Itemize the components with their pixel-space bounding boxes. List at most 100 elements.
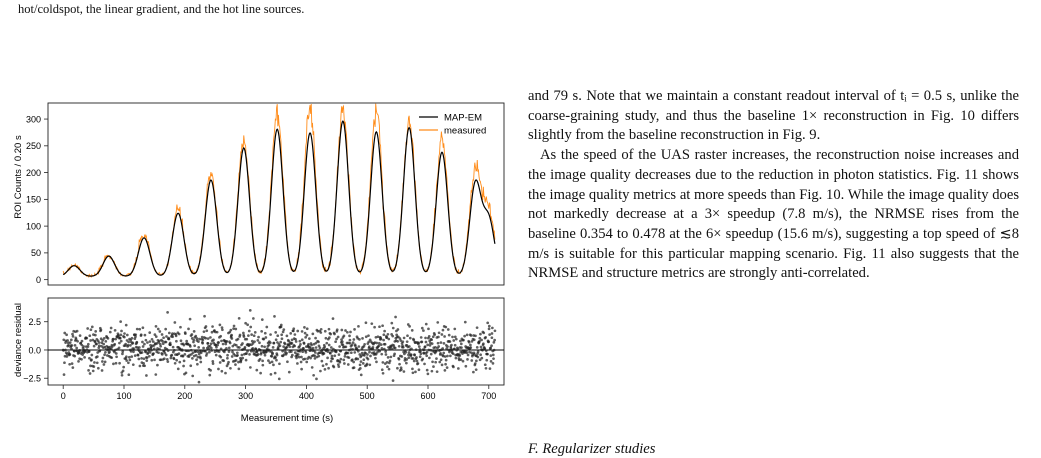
residual-point — [126, 343, 130, 347]
residual-point — [82, 345, 85, 348]
residual-point — [208, 344, 212, 348]
residual-point — [230, 355, 234, 358]
residual-point — [260, 344, 264, 348]
residual-point — [102, 337, 106, 340]
residual-point — [143, 342, 146, 346]
residual-point — [136, 353, 140, 357]
residual-point — [164, 353, 168, 357]
residual-point — [90, 325, 94, 329]
residual-point — [412, 359, 416, 363]
residual-point — [208, 373, 212, 377]
residual-point — [364, 335, 368, 339]
residual-point — [195, 337, 199, 340]
residual-point — [108, 350, 111, 354]
residual-point — [179, 325, 182, 329]
residual-point — [255, 368, 259, 372]
x-axis-ticks: 0 100 200 300 400 500 600 700 — [61, 385, 496, 401]
residual-point — [294, 340, 298, 343]
residual-point — [334, 340, 337, 344]
residual-point — [417, 345, 421, 348]
residual-point — [100, 369, 104, 372]
residual-point — [352, 360, 356, 364]
residual-point — [228, 341, 232, 345]
residual-point — [220, 369, 224, 373]
residual-point — [166, 360, 170, 363]
residual-point — [172, 348, 176, 352]
residual-point — [416, 362, 420, 365]
residual-point — [190, 353, 193, 356]
residual-point — [352, 366, 356, 369]
residual-point — [296, 362, 299, 365]
residual-point — [153, 333, 157, 336]
residual-point — [337, 353, 341, 356]
residual-point — [476, 355, 480, 359]
section-heading: F. Regularizer studies — [528, 441, 656, 457]
residual-point — [483, 363, 487, 367]
residual-point — [97, 341, 101, 344]
residual-point — [217, 341, 220, 344]
residual-point — [75, 329, 79, 333]
residual-point — [244, 321, 247, 325]
y-tick-label: 50 — [31, 248, 41, 258]
residual-point — [253, 340, 256, 344]
residual-point — [338, 360, 342, 364]
residual-point — [281, 349, 284, 353]
residual-point — [80, 357, 83, 361]
residual-point — [301, 350, 305, 354]
residual-point — [390, 321, 394, 325]
residual-point — [319, 369, 322, 373]
residual-point — [363, 354, 366, 357]
residual-point — [271, 346, 275, 349]
residual-point — [226, 353, 229, 357]
paragraph-speed-study: As the speed of the UAS raster increases… — [528, 147, 1019, 282]
caption-tail: hot/coldspot, the linear gradient, and t… — [18, 2, 305, 16]
residual-point — [104, 339, 108, 343]
residual-point — [70, 344, 74, 347]
residual-point — [154, 324, 158, 328]
residual-point — [376, 350, 379, 354]
residual-point — [103, 360, 107, 364]
y-tick-label: 250 — [26, 141, 41, 151]
residual-point — [329, 359, 333, 363]
residual-point — [418, 348, 422, 351]
residual-point — [91, 369, 95, 373]
residual-point — [434, 346, 437, 349]
residual-point — [179, 339, 183, 343]
residual-point — [261, 363, 265, 367]
residual-point — [382, 333, 386, 337]
residual-point — [309, 356, 312, 360]
residual-point — [89, 364, 92, 368]
residual-point — [391, 326, 395, 330]
residual-point — [377, 344, 381, 347]
residual-point — [131, 363, 135, 367]
residual-point — [92, 344, 96, 348]
residual-point — [132, 347, 136, 350]
residual-point — [222, 359, 226, 363]
residual-point — [318, 346, 322, 350]
residual-point — [114, 361, 118, 365]
residual-point — [130, 336, 134, 340]
residual-point — [110, 345, 114, 349]
residual-point — [348, 341, 352, 345]
residual-point — [428, 344, 432, 347]
residual-point — [269, 372, 273, 376]
residual-point — [63, 331, 67, 335]
residual-point — [103, 353, 106, 357]
figure: 0 50 100 150 200 250 300 ROI Counts / 0.20 s M… — [13, 102, 505, 424]
residual-point — [325, 362, 328, 366]
residual-point — [461, 359, 465, 363]
residual-point — [100, 341, 104, 345]
residual-point — [239, 360, 243, 364]
x-tick-label: 400 — [299, 391, 314, 401]
residual-point — [196, 350, 200, 354]
residual-point — [419, 352, 423, 356]
residual-point — [492, 357, 495, 361]
residual-point — [486, 321, 490, 325]
residual-point — [411, 367, 414, 371]
residual-point — [98, 349, 102, 352]
residual-point — [325, 347, 329, 351]
residual-y-axis-label: deviance residual — [13, 303, 24, 377]
residual-point — [219, 355, 223, 359]
residual-point — [319, 327, 323, 331]
residual-point — [420, 326, 424, 330]
